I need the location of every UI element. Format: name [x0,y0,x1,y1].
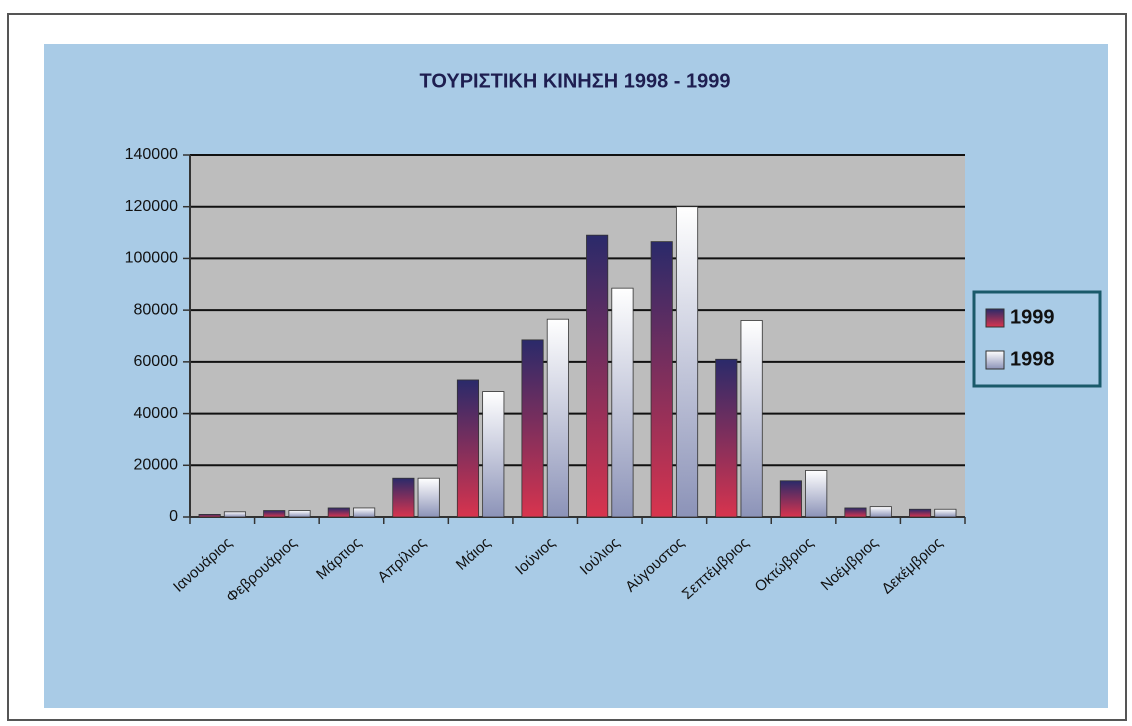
bar [521,339,544,518]
bar [198,514,221,518]
bar [586,234,609,518]
bar [223,511,247,518]
y-tick-label: 0 [169,508,178,525]
bar [805,470,828,518]
bar [611,287,634,518]
y-tick-label: 40000 [134,405,179,422]
bar [779,480,802,518]
legend-label: 1999 [1010,306,1055,328]
bar [327,507,350,518]
bar [482,391,505,518]
bar [456,379,480,518]
legend-swatch [985,308,1005,328]
y-tick-label: 80000 [134,301,179,318]
bar [353,507,376,518]
y-tick-label: 120000 [125,198,178,215]
plot-area [190,155,965,517]
bar [288,510,311,518]
bar [650,241,673,518]
y-tick-label: 140000 [125,146,178,163]
chart-title: ΤΟΥΡΙΣΤΙΚΗ ΚΙΝΗΣΗ 1998 - 1999 [420,70,731,92]
legend [972,290,1102,388]
bar [869,506,892,518]
bar [844,507,867,518]
bar [392,477,415,518]
bar [417,477,440,518]
bar [934,508,957,518]
bar [908,508,932,518]
bar [740,320,763,518]
bar [675,206,699,518]
bar [715,358,738,518]
y-tick-label: 60000 [134,353,179,370]
legend-label: 1998 [1010,348,1055,370]
legend-swatch [985,350,1005,370]
y-tick-label: 100000 [125,250,178,267]
bar [546,318,569,518]
y-tick-label: 20000 [134,457,179,474]
bar [263,510,286,518]
